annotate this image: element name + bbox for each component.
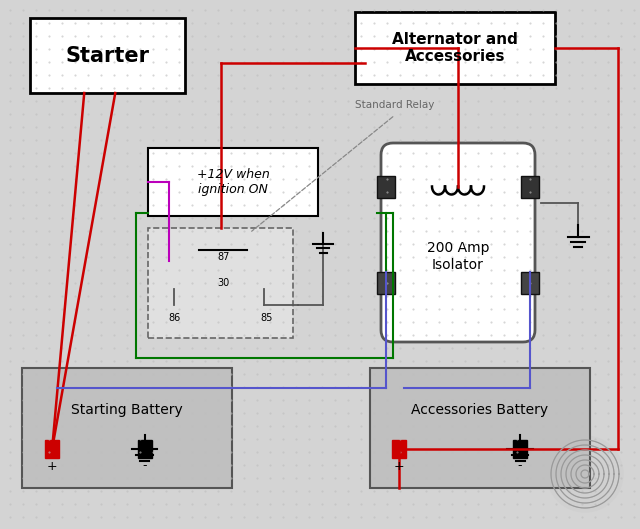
Text: -: -: [142, 460, 147, 472]
Text: Alternator and
Accessories: Alternator and Accessories: [392, 32, 518, 64]
Bar: [148, 148, 318, 216]
Bar: [138, 440, 152, 458]
Text: Starting Battery: Starting Battery: [71, 403, 183, 417]
Text: +12V when
ignition ON: +12V when ignition ON: [196, 168, 269, 196]
Bar: [377, 272, 395, 294]
Bar: [513, 440, 527, 458]
Text: 85: 85: [260, 313, 273, 323]
Bar: [521, 272, 539, 294]
Bar: [30, 18, 185, 93]
Bar: [148, 228, 293, 338]
Text: Standard Relay: Standard Relay: [355, 100, 435, 110]
Text: 200 Amp
Isolator: 200 Amp Isolator: [427, 241, 489, 271]
Text: +: +: [47, 460, 58, 472]
Text: 87: 87: [217, 252, 230, 262]
Bar: [521, 176, 539, 198]
Text: +: +: [394, 460, 404, 472]
Text: -: -: [518, 460, 522, 472]
FancyBboxPatch shape: [381, 143, 535, 342]
Bar: [45, 440, 59, 458]
Bar: [392, 440, 406, 458]
Bar: [377, 176, 395, 198]
Text: 86: 86: [168, 313, 180, 323]
Text: 30: 30: [217, 278, 230, 288]
Bar: [370, 368, 590, 488]
Bar: [22, 368, 232, 488]
Bar: [355, 12, 555, 84]
Circle shape: [547, 436, 623, 512]
Text: Accessories Battery: Accessories Battery: [412, 403, 548, 417]
Text: Starter: Starter: [65, 45, 150, 66]
